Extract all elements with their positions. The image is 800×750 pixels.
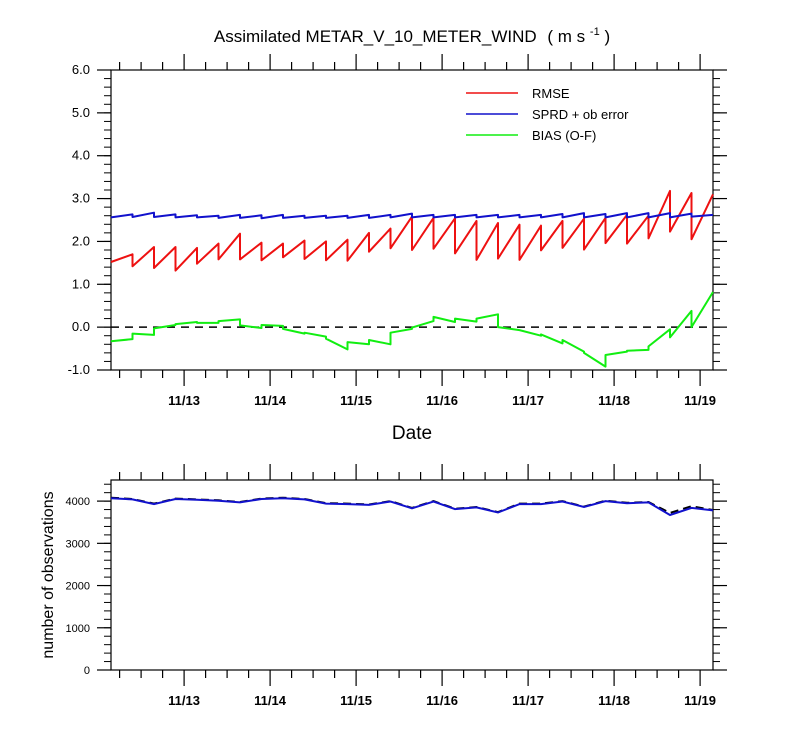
y-tick-label: 1.0 xyxy=(72,276,90,291)
legend-label-rmse: RMSE xyxy=(532,86,570,101)
x-tick-label: 11/17 xyxy=(512,693,544,708)
top-ticks: 11/13 11/14 11/15 11/16 11/17 11/18 11/19 6.0 5.… xyxy=(68,54,727,408)
x-tick-label: 11/19 xyxy=(684,693,716,708)
y-tick-label: -1.0 xyxy=(68,362,90,377)
x-tick-label: 11/18 xyxy=(598,393,630,408)
x-tick-label: 11/16 xyxy=(426,693,458,708)
y-tick-label: 1000 xyxy=(66,623,90,635)
y-tick-label: 4.0 xyxy=(72,148,90,163)
top-legend: RMSE SPRD + ob error BIAS (O-F) xyxy=(466,86,629,143)
y-tick-label: 5.0 xyxy=(72,105,90,120)
legend-label-sprd: SPRD + ob error xyxy=(532,107,629,122)
obs-assimilated-line xyxy=(110,497,714,517)
top-plot: 11/13 11/14 11/15 11/16 11/17 11/18 11/19 6.0 5.… xyxy=(68,54,727,444)
x-tick-label: 11/17 xyxy=(512,393,544,408)
y-tick-label: 2.0 xyxy=(72,233,90,248)
y-tick-label: 4000 xyxy=(66,496,90,508)
chart-title: Assimilated METAR_V_10_METER_WIND ( m s … xyxy=(214,20,610,46)
bottom-plot-frame xyxy=(110,479,714,671)
x-tick-label: 11/18 xyxy=(598,693,630,708)
bias-line xyxy=(110,291,714,368)
x-tick-label: 11/13 xyxy=(168,693,200,708)
rmse-line xyxy=(110,189,714,272)
x-tick-label: 11/13 xyxy=(168,393,200,408)
y-tick-label: 3000 xyxy=(66,538,90,550)
bottom-lines xyxy=(110,496,714,517)
x-tick-label: 11/15 xyxy=(340,393,372,408)
bottom-plot: 11/13 11/14 11/15 11/16 11/17 11/18 11/19 4000 3… xyxy=(40,464,727,708)
legend-label-bias: BIAS (O-F) xyxy=(532,128,596,143)
x-tick-label: 11/14 xyxy=(254,393,287,408)
x-tick-label: 11/15 xyxy=(340,693,372,708)
x-tick-label: 11/14 xyxy=(254,693,287,708)
y-tick-label: 0.0 xyxy=(72,319,90,334)
y-axis-label-bottom: number of observations xyxy=(40,491,57,658)
top-plot-frame xyxy=(110,69,714,371)
x-tick-label: 11/19 xyxy=(684,393,716,408)
x-axis-label: Date xyxy=(392,423,432,444)
y-tick-label: 6.0 xyxy=(72,62,90,77)
sprd-line xyxy=(110,211,714,220)
bottom-ticks: 11/13 11/14 11/15 11/16 11/17 11/18 11/19 4000 3… xyxy=(66,464,727,708)
top-lines xyxy=(110,189,714,368)
y-tick-label: 3.0 xyxy=(72,191,90,206)
y-tick-label: 2000 xyxy=(66,581,90,593)
y-tick-label: 0 xyxy=(84,665,90,677)
x-tick-label: 11/16 xyxy=(426,393,458,408)
